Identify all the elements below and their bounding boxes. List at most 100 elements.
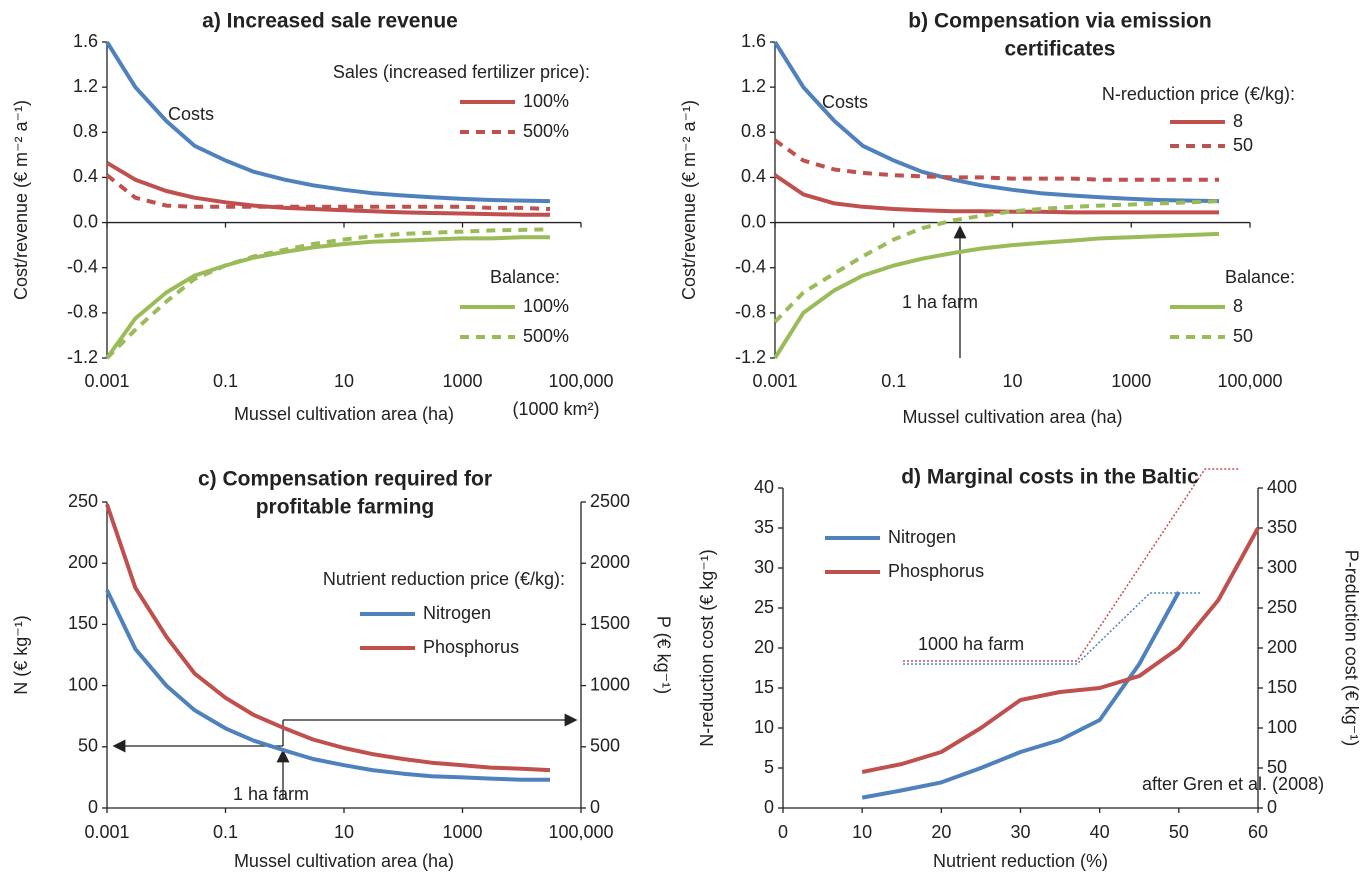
y2-tick-label: 250 — [1267, 597, 1297, 617]
y-tick-label: 30 — [754, 557, 774, 577]
legend-title: Nutrient reduction price (€/kg): — [323, 569, 565, 589]
y2-tick-label: 0 — [1267, 797, 1277, 817]
y-tick-label: 0 — [764, 797, 774, 817]
annotation: 1000 ha farm — [918, 634, 1024, 654]
farm-line — [903, 592, 1200, 665]
y2-tick-label: 300 — [1267, 557, 1297, 577]
series-line — [105, 161, 550, 217]
y-tick-label: 40 — [754, 477, 774, 497]
x-tick-label: 0.001 — [752, 371, 797, 391]
y-tick-label: 0 — [88, 797, 98, 817]
series-line — [105, 173, 551, 211]
y2-tick-label: 400 — [1267, 477, 1297, 497]
y2-tick-label: 1000 — [590, 674, 630, 694]
series-line — [105, 235, 550, 360]
y-tick-label: 50 — [78, 736, 98, 756]
farm-line — [903, 468, 1240, 662]
series-line — [105, 40, 551, 204]
y2-tick-label: 200 — [1267, 637, 1297, 657]
annotation: after Gren et al. (2008) — [1142, 774, 1324, 794]
series-line — [773, 231, 1220, 360]
y-tick-label: 20 — [754, 637, 774, 657]
y-tick-label: 100 — [68, 674, 98, 694]
legend-label: 100% — [523, 91, 569, 111]
y-tick-label: 10 — [754, 717, 774, 737]
y-tick-label: 35 — [754, 517, 774, 537]
legend-label: 8 — [1233, 296, 1243, 316]
chart-title: c) Compensation required for — [198, 468, 492, 491]
annotation: 1 ha farm — [233, 784, 309, 804]
chart-title: certificates — [1005, 38, 1116, 61]
legend-label: 500% — [523, 121, 569, 141]
y-tick-label: 0.4 — [73, 166, 98, 186]
y2-tick-label: 150 — [1267, 677, 1297, 697]
legend-label: 8 — [1233, 111, 1243, 131]
y-tick-label: 200 — [68, 552, 98, 572]
series-line — [773, 173, 1219, 215]
y2-axis-title: P-reduction cost (€ kg⁻¹) — [1341, 550, 1361, 747]
x-tick-label: 40 — [1090, 822, 1110, 842]
series-line — [773, 199, 1220, 324]
legend-label: 50 — [1233, 135, 1253, 155]
y-tick-label: -1.2 — [735, 347, 766, 367]
series-label: Costs — [168, 104, 214, 124]
x-tick-label: 10 — [334, 822, 354, 842]
annotation: (1000 km²) — [512, 399, 599, 419]
y-tick-label: 1.6 — [73, 31, 98, 51]
x-tick-label: 1000 — [442, 371, 482, 391]
y-tick-label: 150 — [68, 613, 98, 633]
y2-tick-label: 100 — [1267, 717, 1297, 737]
chart-title: b) Compensation via emission — [908, 10, 1211, 33]
x-tick-label: 0 — [778, 822, 788, 842]
y2-tick-label: 500 — [590, 736, 620, 756]
x-tick-label: 0.1 — [213, 822, 238, 842]
y-tick-label: 1.2 — [741, 76, 766, 96]
y-tick-label: 0.8 — [73, 121, 98, 141]
legend-label: 500% — [523, 326, 569, 346]
x-tick-label: 100,000 — [548, 371, 613, 391]
x-tick-label: 0.001 — [84, 371, 129, 391]
y-tick-label: -0.8 — [735, 302, 766, 322]
legend-label: Phosphorus — [888, 561, 984, 581]
legend-title: N-reduction price (€/kg): — [1102, 84, 1295, 104]
series-line — [861, 527, 1260, 774]
y2-tick-label: 2000 — [590, 552, 630, 572]
legend-label: 50 — [1233, 326, 1253, 346]
y2-tick-label: 1500 — [590, 613, 630, 633]
y2-tick-label: 350 — [1267, 517, 1297, 537]
y-axis-title: Cost/revenue (€ m⁻² a⁻¹) — [679, 100, 699, 300]
y-tick-label: 250 — [68, 491, 98, 511]
y-tick-label: 0.8 — [741, 121, 766, 141]
series-line — [105, 589, 550, 782]
series-line — [105, 227, 551, 360]
y-axis-title: N-reduction cost (€ kg⁻¹) — [697, 549, 717, 747]
y-axis-title: Cost/revenue (€ m⁻² a⁻¹) — [11, 100, 31, 300]
chart-title: d) Marginal costs in the Baltic — [901, 466, 1199, 489]
x-tick-label: 50 — [1169, 822, 1189, 842]
x-tick-label: 60 — [1248, 822, 1268, 842]
legend-title: Balance: — [490, 267, 560, 287]
x-tick-label: 20 — [931, 822, 951, 842]
x-tick-label: 0.1 — [213, 371, 238, 391]
x-tick-label: 0.001 — [84, 822, 129, 842]
y-tick-label: 25 — [754, 597, 774, 617]
series-line — [861, 591, 1181, 800]
x-axis-title: Mussel cultivation area (ha) — [902, 407, 1122, 427]
y2-axis-title: P (€ kg⁻¹) — [653, 616, 673, 694]
y-tick-label: -0.4 — [67, 256, 98, 276]
y-tick-label: -1.2 — [67, 347, 98, 367]
x-axis-title: Nutrient reduction (%) — [933, 851, 1108, 871]
legend-label: Phosphorus — [423, 637, 519, 657]
y-tick-label: 0.0 — [741, 211, 766, 231]
x-tick-label: 30 — [1010, 822, 1030, 842]
y-tick-label: 15 — [754, 677, 774, 697]
chart-title: a) Increased sale revenue — [202, 10, 458, 33]
y-tick-label: 0.0 — [73, 211, 98, 231]
x-tick-label: 1000 — [442, 822, 482, 842]
legend-label: 100% — [523, 296, 569, 316]
y2-tick-label: 2500 — [590, 491, 630, 511]
y2-tick-label: 0 — [590, 797, 600, 817]
y-tick-label: 1.6 — [741, 31, 766, 51]
y-tick-label: -0.8 — [67, 302, 98, 322]
